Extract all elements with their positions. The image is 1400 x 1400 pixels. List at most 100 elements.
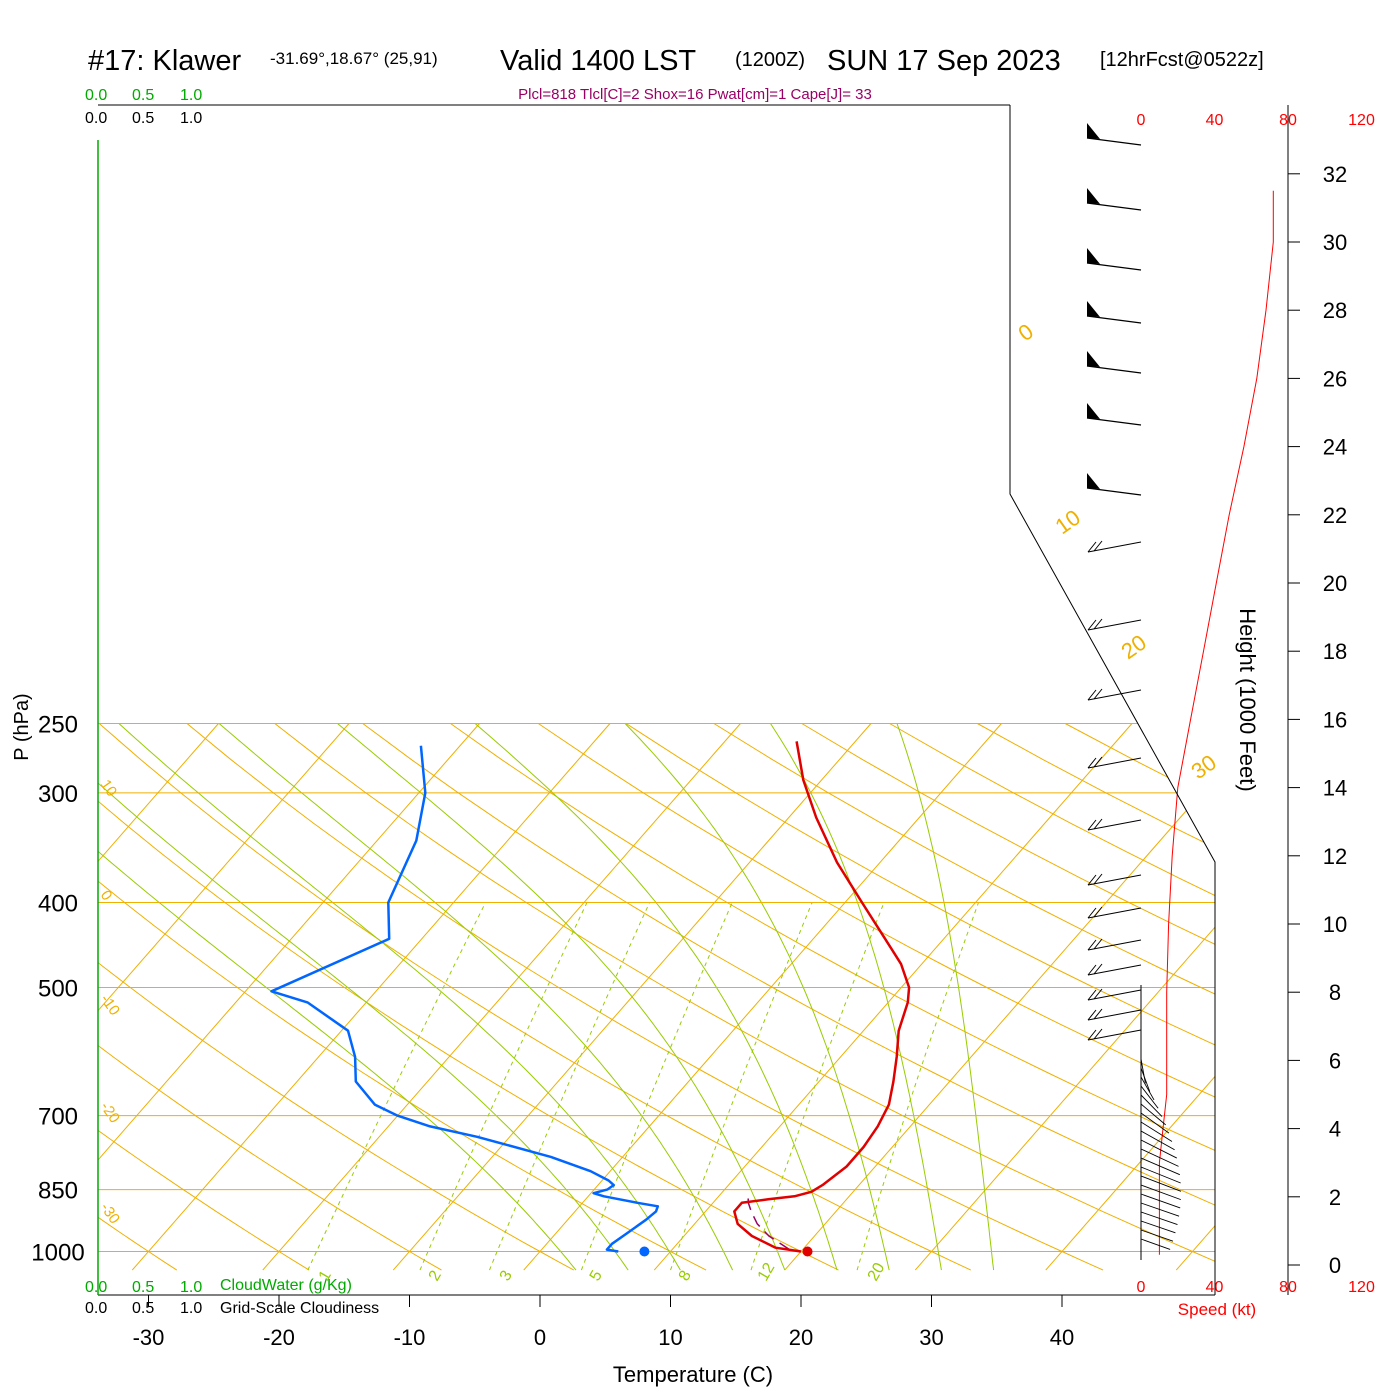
wind-barb-flag (1093, 873, 1103, 885)
wind-barb-staff (1087, 964, 1142, 976)
pressure-tick-label: 700 (38, 1104, 78, 1131)
dry-adiabat-line (98, 723, 839, 1271)
wind-barb-staff (1086, 365, 1142, 374)
height-tick-label: 8 (1329, 980, 1341, 1005)
moist-adiabat-line (118, 723, 681, 1271)
dry-adiabat-line (274, 723, 1215, 1271)
wind-barb-flag (1087, 619, 1097, 631)
dry-adiabat-line (889, 723, 1215, 1271)
cloud-top-black-1: 0.5 (132, 110, 154, 127)
wind-barb-staff (1087, 939, 1142, 951)
wind-barb-staff (1140, 1175, 1182, 1192)
isotherm-line (523, 723, 1002, 1271)
x-axis-label: Temperature (C) (613, 1362, 773, 1387)
title-coords: -31.69°,18.67° (25,91) (270, 49, 438, 68)
indices-line: Plcl=818 Tlcl[C]=2 Shox=16 Pwat[cm]=1 Ca… (518, 86, 872, 103)
x-axis-ticks: -30 -20 -10 0 10 20 30 40 (133, 1295, 1074, 1350)
x-tick-label: 20 (789, 1325, 813, 1350)
mixing-ratio-line (419, 902, 588, 1271)
isotherm-line (653, 723, 1133, 1271)
moist-adiabat-line (98, 723, 629, 1271)
wind-barb-staff (1140, 1112, 1170, 1134)
moist-adiabat-line (337, 723, 786, 1271)
thermo-grid (98, 722, 1215, 1271)
mixing-ratio-line (307, 902, 487, 1271)
wind-barb-staff (1086, 417, 1142, 426)
moist-adiabat-line (896, 723, 995, 1271)
wind-barb-flag (1093, 540, 1103, 552)
isotherm-label: 0 (1014, 319, 1038, 347)
dry-adiabat-line (98, 723, 178, 1271)
wind-barb-staff (1140, 1094, 1163, 1117)
wind-barb-staff (1087, 619, 1142, 631)
cloud-scale-bottom: 0.0 0.5 1.0 CloudWater (g/Kg) 0.0 0.5 1.… (85, 1277, 379, 1317)
wind-barb-flag (1087, 819, 1097, 831)
isotherm-line (784, 723, 1215, 1271)
height-axis-label: Height (1000 Feet) (1235, 608, 1260, 791)
moist-adiabat-line (98, 723, 577, 1271)
wind-barb-staff (1140, 1193, 1181, 1209)
wind-barb-flag (1087, 1009, 1097, 1021)
wind-barb-staff (1140, 1184, 1181, 1201)
wind-barb-flag (1087, 989, 1097, 1001)
cloud-top-black-0: 0.0 (85, 110, 107, 127)
isotherm-label: -30 (97, 1200, 123, 1228)
wind-barb-staff (1140, 1166, 1181, 1184)
speed-axis-label: Speed (kt) (1178, 1300, 1256, 1319)
x-tick-label: -10 (394, 1325, 426, 1350)
wind-barb-staff (1140, 1148, 1179, 1167)
wind-barb-staff (1140, 1211, 1178, 1225)
height-tick-label: 4 (1329, 1117, 1341, 1142)
moist-adiabat-line (474, 723, 838, 1271)
dewpoint-trace (270, 745, 660, 1253)
x-tick-label: 40 (1050, 1325, 1074, 1350)
mixing-ratio-label: 2 (426, 1268, 445, 1284)
isotherm-line (914, 723, 1215, 1271)
wind-barb-flag (1087, 939, 1097, 951)
wind-barb-flag (1093, 963, 1103, 975)
mixing-ratio-line (670, 902, 813, 1271)
wind-barb-staff (1140, 1139, 1177, 1159)
cloud-scale-top: 0.0 0.5 1.0 0.0 0.5 1.0 (85, 87, 202, 127)
isotherm-line (98, 723, 480, 1271)
isotherm-label: -20 (97, 1099, 123, 1127)
speed-tick-bottom: 0 (1137, 1279, 1146, 1296)
mixing-ratio-line (489, 902, 651, 1271)
dry-adiabat-line (98, 723, 972, 1271)
wind-barb-pennant (1087, 403, 1100, 419)
wind-barb-staff (1140, 1067, 1151, 1092)
wind-barb-staff (1087, 757, 1142, 769)
wind-barb-flag (1093, 818, 1103, 830)
isotherm-label: 10 (1051, 505, 1085, 540)
wind-barb-flag (1093, 988, 1103, 1000)
wind-barb-flag (1087, 1029, 1097, 1041)
mixing-ratio-label: 20 (865, 1260, 889, 1284)
wind-barb-pennant (1087, 351, 1100, 367)
mixing-ratio-line (580, 902, 733, 1271)
height-tick-label: 12 (1323, 844, 1347, 869)
title-utc: (1200Z) (735, 49, 805, 71)
pressure-axis-ticks: 250 300 400 500 700 850 1000 (31, 711, 84, 1266)
title-valid: Valid 1400 LST (500, 45, 696, 77)
temperature-trace (733, 741, 911, 1253)
height-tick-label: 26 (1323, 366, 1347, 391)
wind-barb-staff (1140, 1157, 1181, 1176)
cloudiness-label: Grid-Scale Cloudiness (220, 1300, 379, 1317)
cloud-bottom-green-2: 1.0 (180, 1279, 202, 1296)
height-tick-label: 0 (1329, 1253, 1341, 1278)
mixing-ratio-line (856, 902, 979, 1271)
speed-tick-bottom: 80 (1279, 1279, 1297, 1296)
mixing-ratio-line (750, 902, 885, 1271)
dry-adiabat-line (1064, 723, 1215, 1271)
wind-barb-staff (1087, 907, 1142, 919)
dry-adiabat-line (450, 723, 1215, 1271)
isotherm-line (131, 723, 611, 1271)
x-tick-label: 30 (919, 1325, 943, 1350)
wind-barb-staff (1087, 1029, 1142, 1041)
wind-barb-flag (1093, 1028, 1103, 1040)
wind-barb-flag (1093, 688, 1103, 700)
wind-barb-staff (1140, 1202, 1180, 1217)
speed-tick-top: 120 (1348, 112, 1375, 129)
